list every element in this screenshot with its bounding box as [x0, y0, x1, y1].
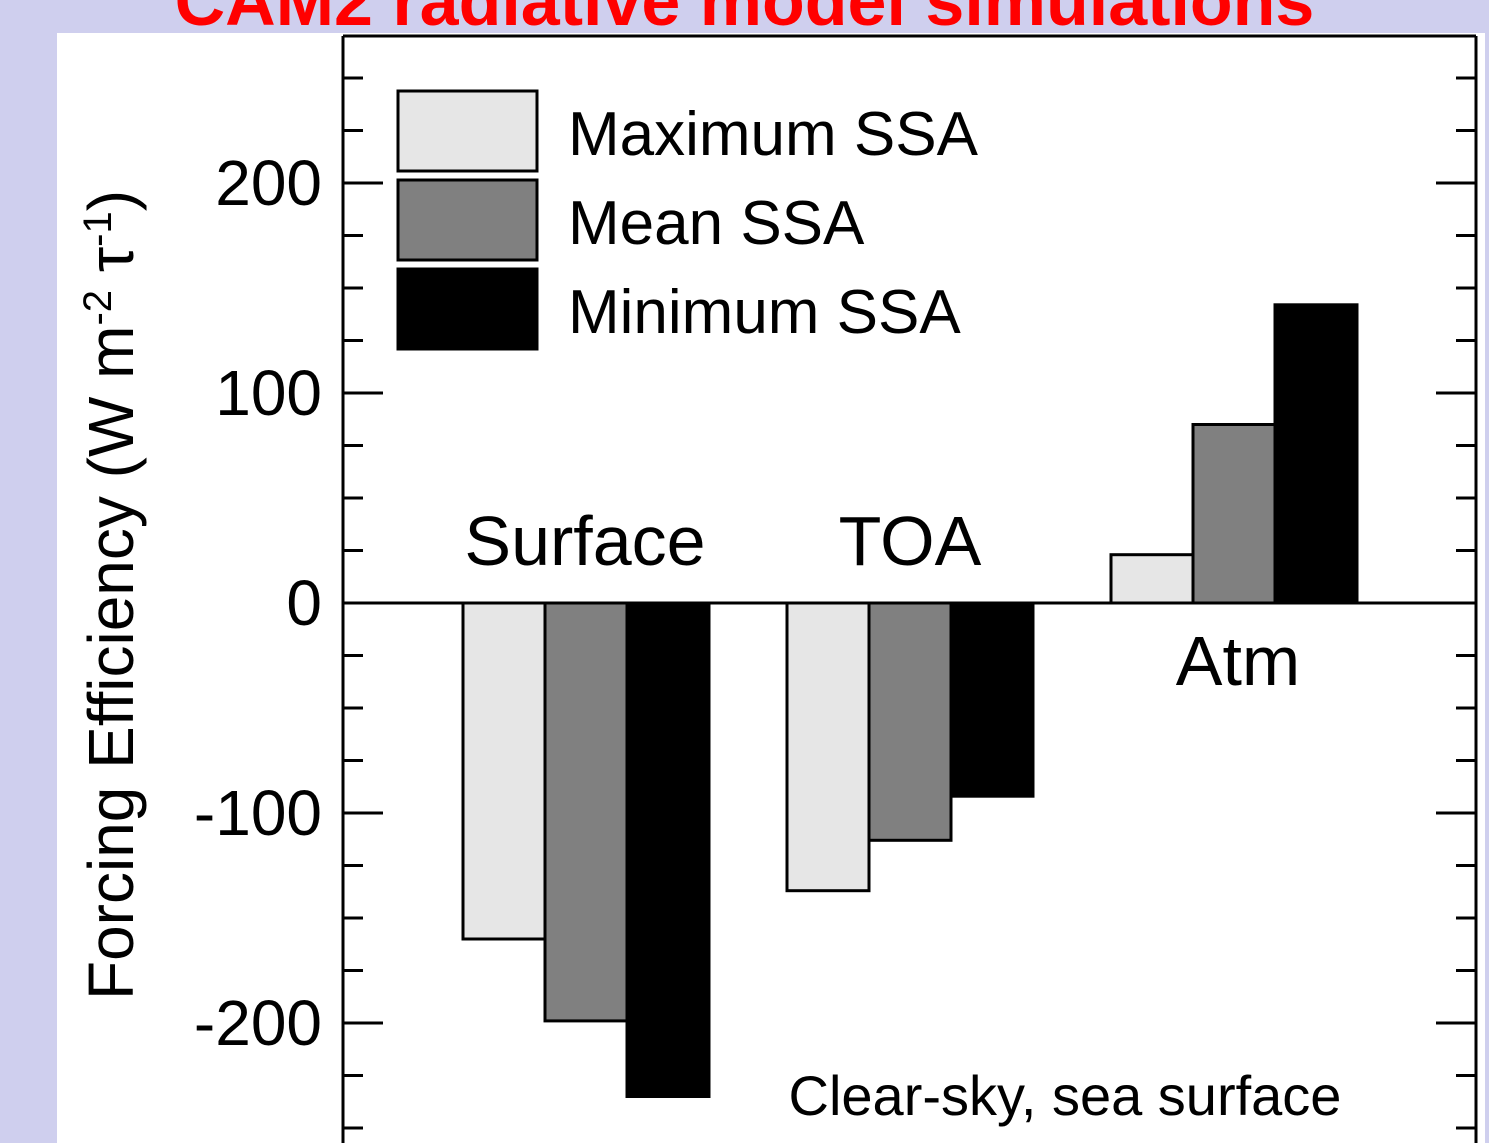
bar-toa-minimum	[949, 601, 1035, 798]
bar-surface-mean	[543, 601, 629, 1023]
bar-toa-mean	[867, 601, 953, 842]
legend-label-maximum: Maximum SSA	[568, 100, 979, 169]
category-label-toa: TOA	[839, 502, 982, 580]
y-tick-label: 0	[286, 567, 322, 639]
bar-surface-maximum	[461, 601, 547, 941]
legend: Maximum SSA Mean SSA Minimum SSA	[396, 89, 979, 351]
legend-label-minimum: Minimum SSA	[568, 278, 961, 347]
y-tick-label: 100	[215, 357, 322, 429]
category-label-surface: Surface	[464, 502, 705, 580]
bar-atm-maximum	[1109, 553, 1195, 605]
banner-title: CAM2 radiative model simulations	[0, 0, 1489, 34]
legend-swatch-mean	[396, 178, 539, 262]
bar-surface-minimum	[625, 601, 711, 1098]
bar-toa-maximum	[785, 601, 871, 893]
category-labels: Surface TOA Atm	[464, 502, 1300, 700]
category-label-atm: Atm	[1176, 622, 1300, 700]
legend-swatch-minimum	[396, 267, 539, 351]
y-tick-label: -200	[194, 987, 322, 1059]
bar-atm-mean	[1191, 423, 1277, 605]
y-tick-label: -100	[194, 777, 322, 849]
y-tick-label: 200	[215, 147, 322, 219]
bars-layer	[461, 303, 1359, 1098]
y-axis-label: Forcing Efficiency (W m-2 τ-1)	[75, 190, 147, 1000]
axis-layer: -200 -100 0 100 200	[194, 34, 1478, 1143]
bar-atm-minimum	[1273, 303, 1359, 605]
legend-swatch-maximum	[396, 89, 539, 173]
annotation-text: Clear-sky, sea surface	[789, 1064, 1342, 1127]
banner-title-text: CAM2 radiative model simulations	[0, 0, 1489, 34]
legend-label-mean: Mean SSA	[568, 189, 865, 258]
